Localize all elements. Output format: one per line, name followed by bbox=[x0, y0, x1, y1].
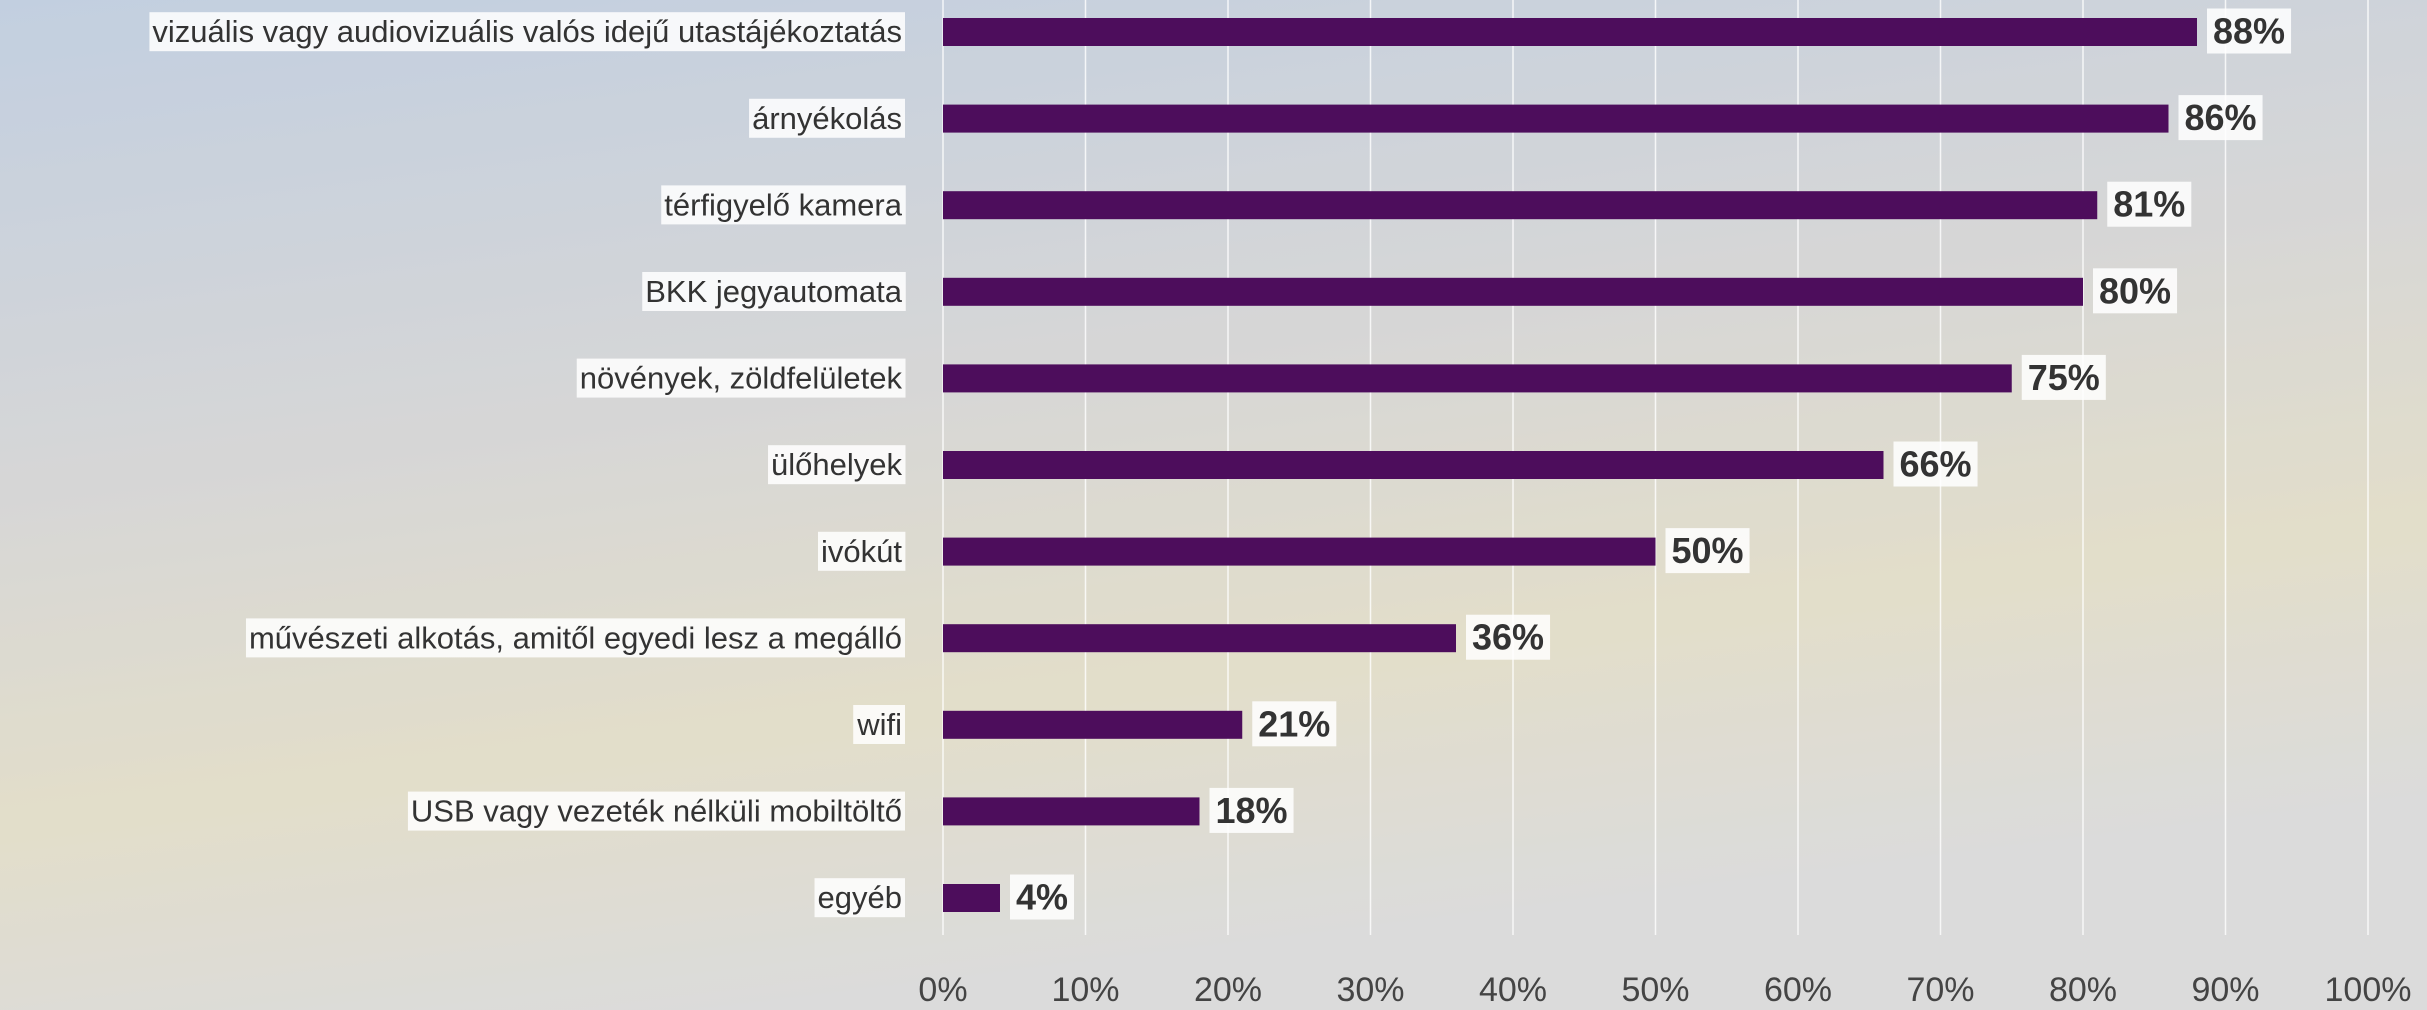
y-tick-label: művészeti alkotás, amitől egyedi lesz a … bbox=[249, 620, 902, 655]
y-tick-label: egyéb bbox=[818, 880, 902, 915]
value-label: 86% bbox=[2185, 97, 2257, 138]
label-background bbox=[1893, 441, 1978, 487]
x-tick-label: 50% bbox=[1621, 971, 1689, 1009]
label-background bbox=[2107, 181, 2192, 227]
label-background bbox=[853, 704, 905, 744]
y-tick-label: vizuális vagy audiovizuális valós idejű … bbox=[152, 14, 902, 49]
label-background bbox=[2021, 354, 2106, 400]
label-background bbox=[2207, 8, 2292, 54]
bar bbox=[943, 624, 1456, 653]
bar bbox=[943, 710, 1243, 739]
bar bbox=[943, 451, 1884, 479]
x-tick-label: 70% bbox=[1906, 971, 1974, 1009]
value-label: 21% bbox=[1258, 703, 1330, 744]
label-background bbox=[407, 791, 905, 831]
value-label: 4% bbox=[1016, 877, 1068, 918]
y-tick-label: USB vagy vezeték nélküli mobiltöltő bbox=[411, 794, 902, 829]
label-background bbox=[661, 185, 906, 225]
label-background bbox=[149, 12, 905, 52]
label-background bbox=[1466, 614, 1551, 660]
label-background bbox=[2178, 95, 2263, 141]
bar bbox=[943, 797, 1200, 826]
label-background bbox=[1010, 874, 1075, 920]
label-background bbox=[1209, 787, 1294, 833]
value-label: 66% bbox=[1900, 444, 1972, 485]
y-tick-label: BKK jegyautomata bbox=[645, 274, 903, 309]
label-background bbox=[245, 618, 905, 658]
x-tick-label: 100% bbox=[2325, 971, 2412, 1009]
value-label: 18% bbox=[1216, 790, 1288, 831]
label-background bbox=[814, 878, 905, 918]
label-background bbox=[1252, 701, 1337, 747]
bar bbox=[943, 191, 2098, 220]
value-label: 80% bbox=[2099, 270, 2171, 311]
x-tick-label: 0% bbox=[918, 971, 967, 1009]
bar bbox=[943, 18, 2197, 46]
x-tick-label: 90% bbox=[2191, 971, 2259, 1009]
value-label: 75% bbox=[2028, 357, 2100, 398]
bar bbox=[943, 537, 1656, 566]
bar bbox=[943, 104, 2169, 133]
label-background bbox=[642, 271, 906, 311]
value-label: 81% bbox=[2113, 184, 2185, 225]
y-tick-label: növények, zöldfelületek bbox=[580, 361, 903, 396]
x-tick-label: 80% bbox=[2049, 971, 2117, 1009]
bar bbox=[943, 277, 2083, 306]
y-tick-label: árnyékolás bbox=[752, 101, 902, 136]
x-tick-label: 10% bbox=[1051, 971, 1119, 1009]
x-tick-label: 20% bbox=[1194, 971, 1262, 1009]
x-tick-label: 60% bbox=[1764, 971, 1832, 1009]
y-tick-label: ülőhelyek bbox=[771, 447, 902, 482]
y-tick-label: ivókút bbox=[821, 534, 902, 569]
x-tick-label: 40% bbox=[1479, 971, 1547, 1009]
value-label: 36% bbox=[1472, 617, 1544, 658]
label-background bbox=[818, 531, 906, 571]
x-tick-label: 30% bbox=[1336, 971, 1404, 1009]
label-background bbox=[576, 358, 906, 398]
bar bbox=[943, 884, 1000, 912]
y-tick-label: térfigyelő kamera bbox=[664, 187, 903, 222]
label-background bbox=[749, 98, 905, 138]
label-background bbox=[1665, 528, 1750, 574]
label-background bbox=[2093, 268, 2178, 314]
label-background bbox=[768, 445, 906, 485]
bar bbox=[943, 364, 2012, 393]
y-tick-label: wifi bbox=[856, 707, 902, 742]
value-label: 88% bbox=[2213, 11, 2285, 52]
value-label: 50% bbox=[1672, 530, 1744, 571]
